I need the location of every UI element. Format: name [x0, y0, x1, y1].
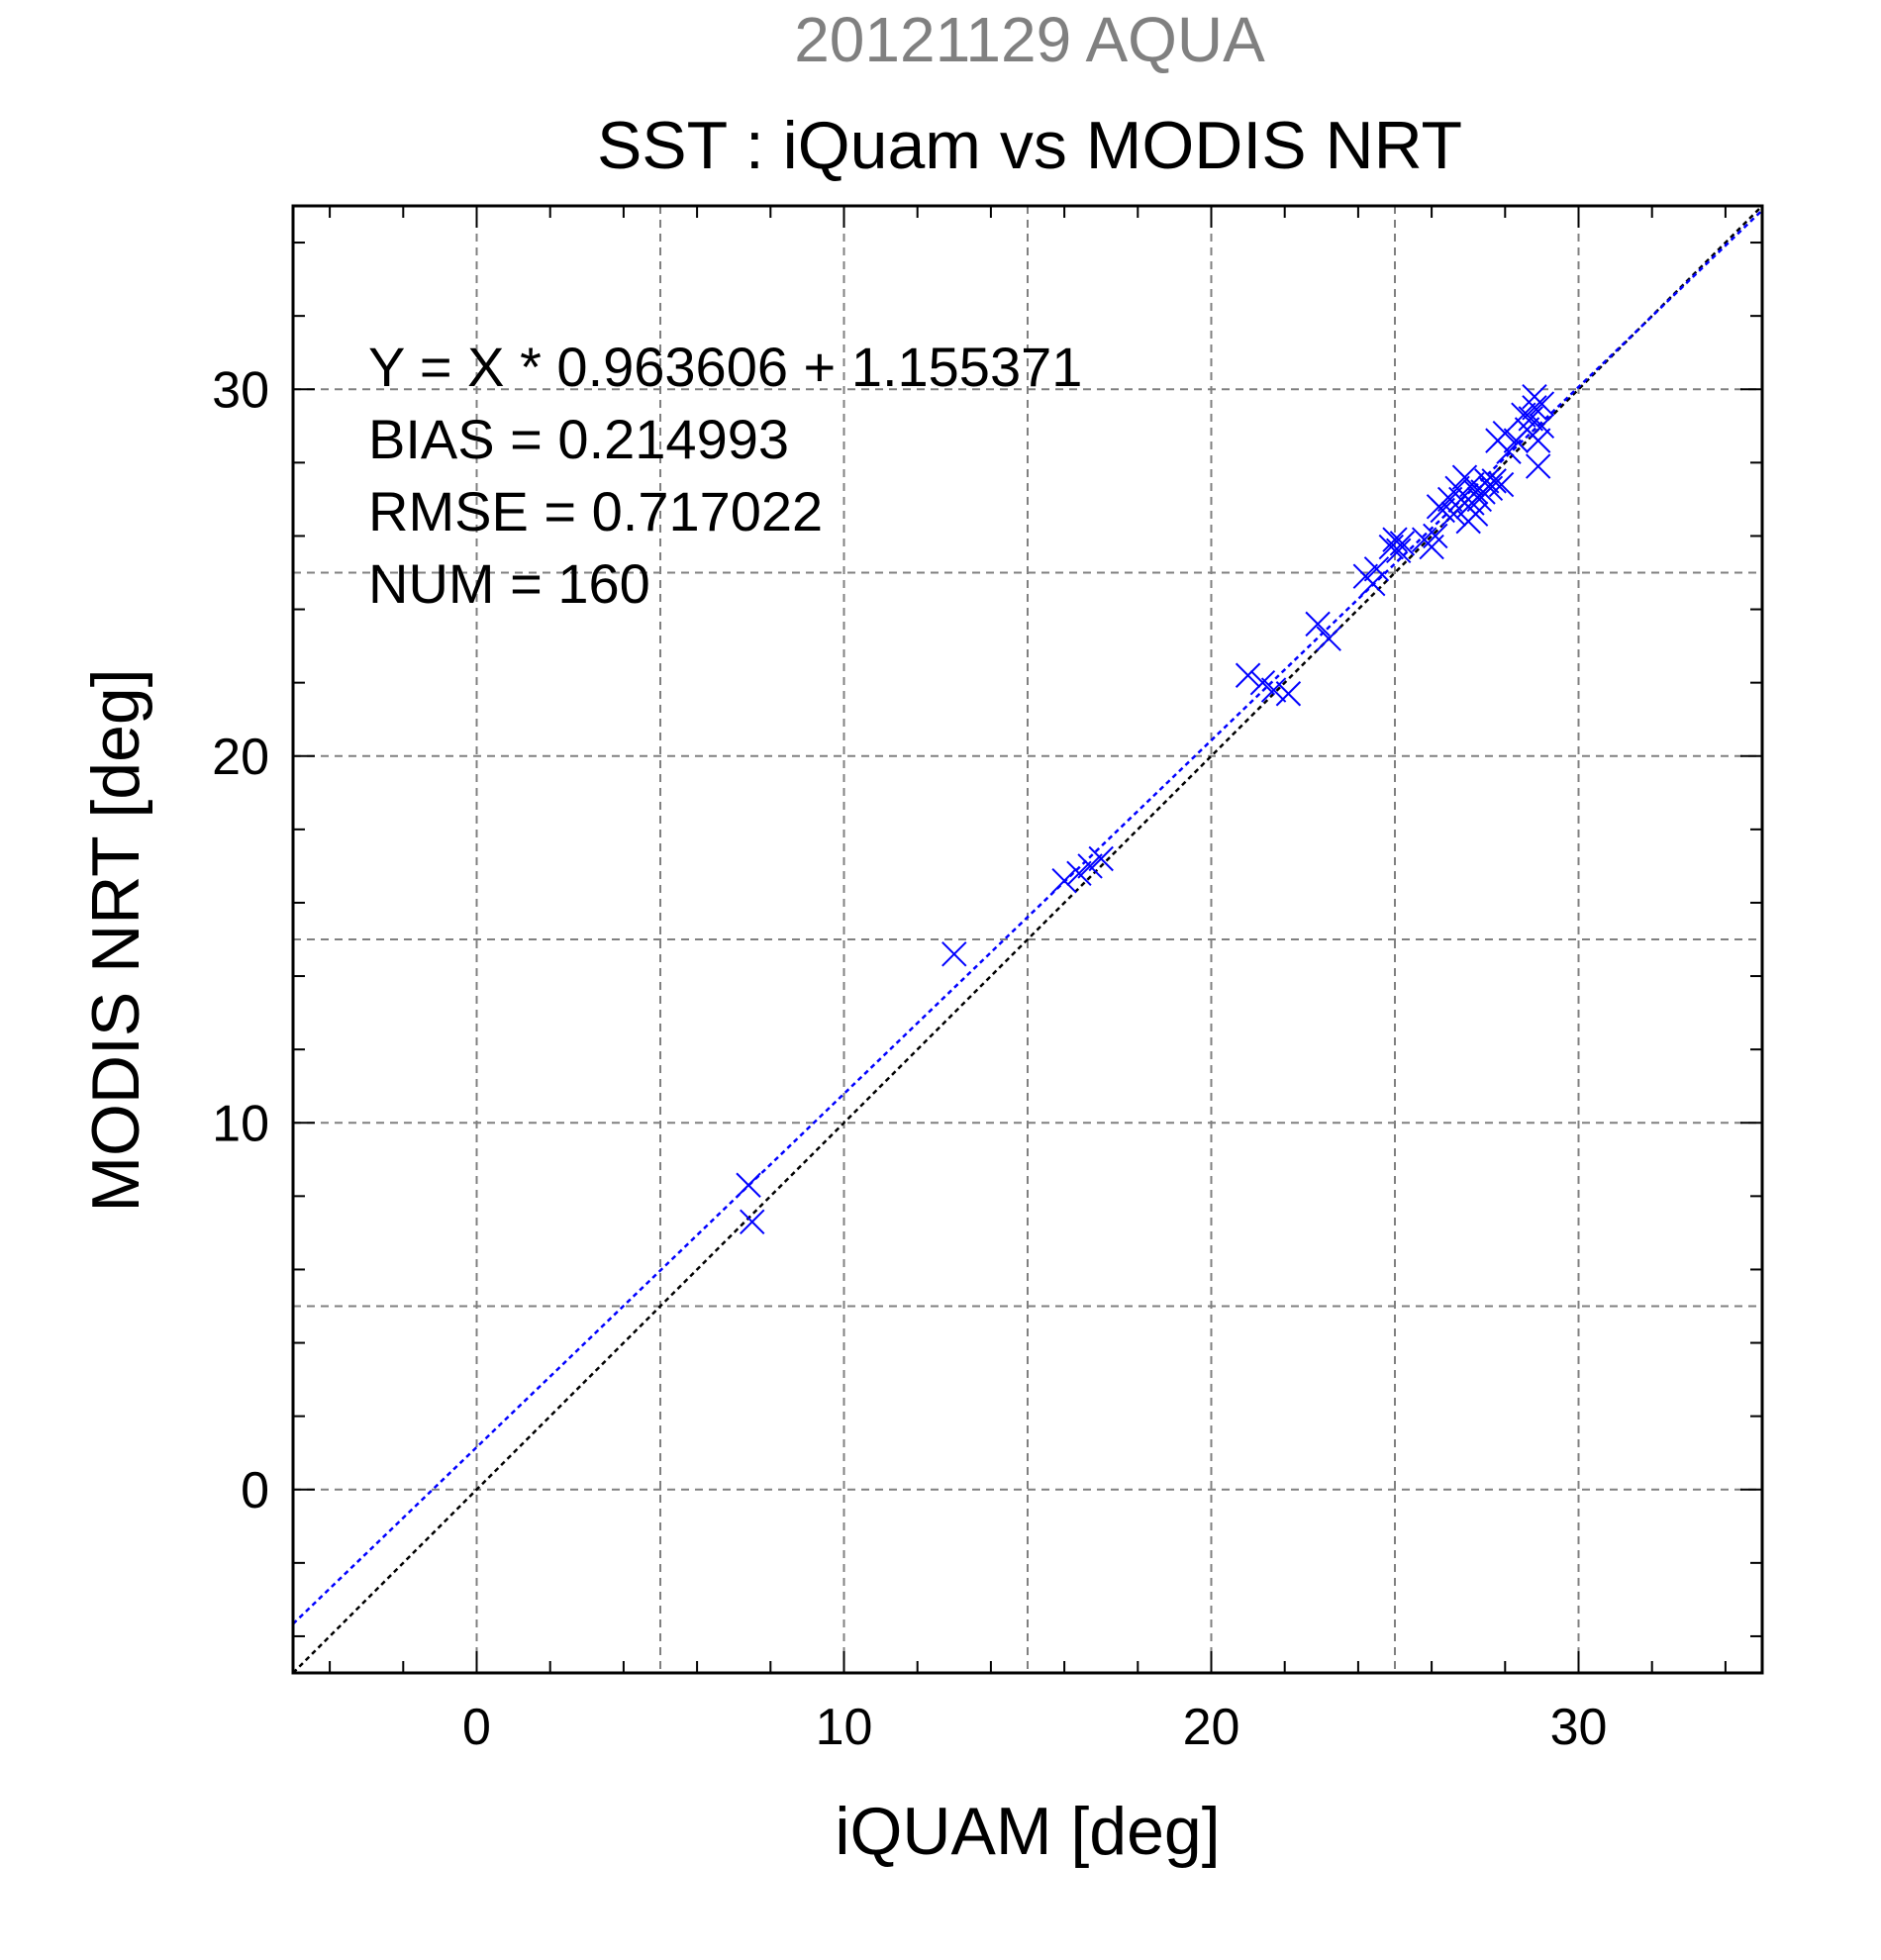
stats-annotations: Y = X * 0.963606 + 1.155371 BIAS = 0.2149…: [368, 336, 1082, 615]
data-point: [1525, 428, 1551, 453]
data-point: [1423, 523, 1448, 549]
data-point: [1529, 391, 1555, 417]
data-point: [1386, 538, 1412, 563]
x-tick-label: 0: [462, 1699, 491, 1756]
minor-ticks: [293, 206, 1762, 1673]
stats-annotation-line: NUM = 160: [368, 552, 650, 615]
y-tick-label: 10: [212, 1095, 269, 1152]
y-tick-label: 30: [212, 361, 269, 419]
data-point: [1522, 395, 1547, 421]
identity-line: [292, 205, 1763, 1674]
regression-line: [292, 209, 1763, 1625]
data-point: [1077, 853, 1103, 879]
data-point: [1305, 611, 1331, 637]
data-point: [1260, 677, 1287, 703]
data-point: [941, 941, 967, 967]
data-point: [1389, 531, 1416, 556]
data-point: [1051, 868, 1077, 894]
data-point: [1275, 681, 1302, 707]
data-point: [1496, 439, 1522, 464]
tick-labels: 0 10 20 30 0 10 20 30: [212, 361, 1607, 1756]
data-point: [740, 1209, 765, 1234]
data-point: [1529, 413, 1555, 440]
x-tick-label: 20: [1183, 1699, 1240, 1756]
data-point: [1316, 626, 1341, 651]
chart-subtitle: 20121129 AQUA: [794, 4, 1265, 75]
chart-title: SST : iQuam vs MODIS NRT: [597, 108, 1462, 183]
data-point: [1474, 468, 1500, 494]
data-point: [1235, 662, 1261, 688]
data-point: [1462, 501, 1489, 527]
data-points: [736, 383, 1555, 1234]
data-point: [1088, 845, 1114, 872]
stats-annotation-line: Y = X * 0.963606 + 1.155371: [368, 336, 1082, 398]
y-axis-label: MODIS NRT [deg]: [78, 668, 153, 1212]
data-point: [1488, 471, 1515, 498]
data-point: [1436, 486, 1463, 513]
fit-lines: [292, 205, 1763, 1674]
x-tick-label: 10: [816, 1699, 873, 1756]
y-tick-label: 0: [241, 1462, 269, 1519]
data-point: [1363, 556, 1390, 582]
y-tick-label: 20: [212, 729, 269, 786]
x-axis-label: iQUAM [deg]: [835, 1794, 1220, 1869]
data-point: [1440, 501, 1467, 527]
data-point: [1249, 669, 1276, 696]
stats-annotation-line: RMSE = 0.717022: [368, 480, 823, 542]
data-point: [1525, 453, 1551, 479]
data-point: [736, 1172, 761, 1198]
data-point: [1066, 860, 1092, 887]
data-point: [1481, 468, 1507, 494]
data-point: [1360, 570, 1386, 597]
stats-annotation-line: BIAS = 0.214993: [368, 408, 789, 470]
x-tick-label: 30: [1550, 1699, 1608, 1756]
data-point: [1511, 402, 1536, 428]
plot-frame: [291, 204, 1764, 1675]
